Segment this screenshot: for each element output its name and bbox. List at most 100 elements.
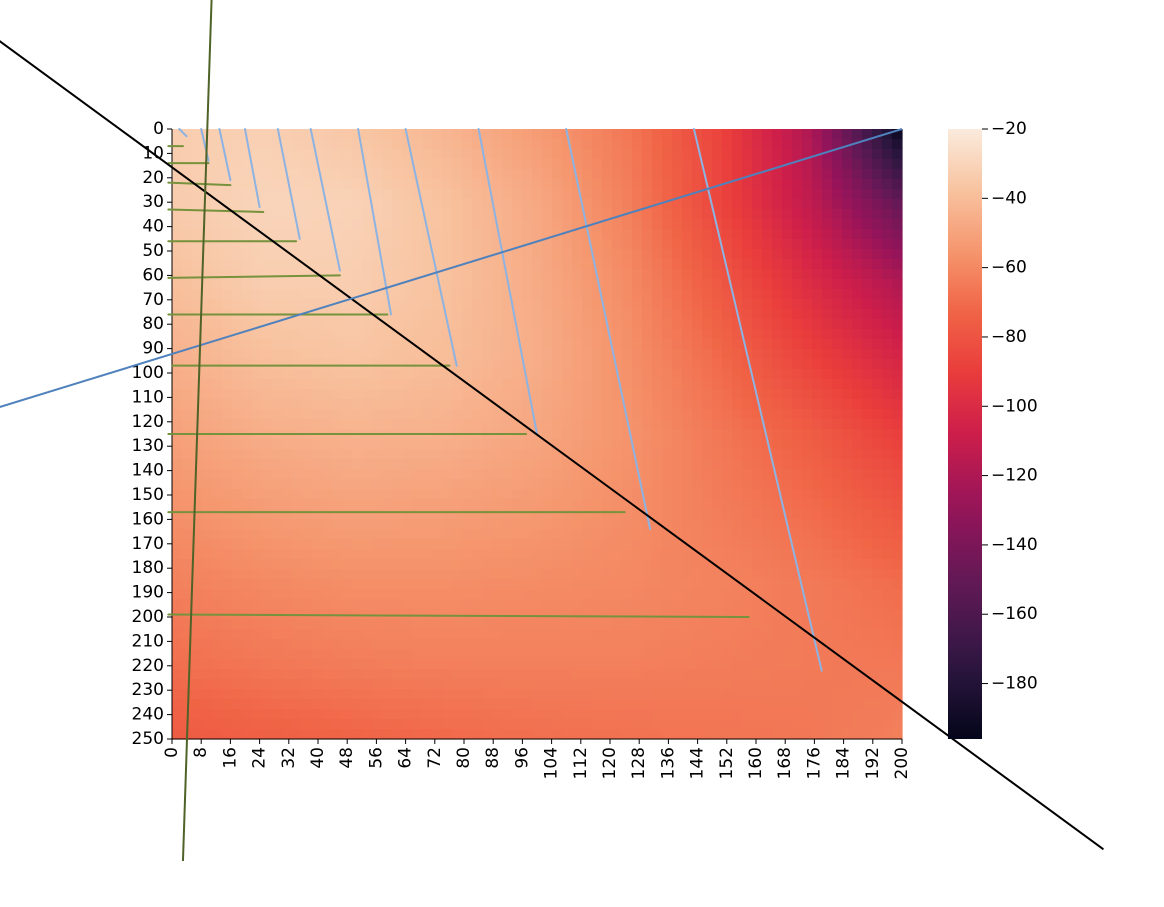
heatmap-cell <box>852 259 863 270</box>
heatmap-cell <box>732 159 743 170</box>
heatmap-cell <box>192 349 203 360</box>
heatmap-cell <box>602 129 613 140</box>
heatmap-cell <box>402 419 413 430</box>
heatmap-cell <box>872 609 883 620</box>
heatmap-cell <box>562 249 573 260</box>
heatmap-cell <box>332 419 343 430</box>
heatmap-cell <box>342 649 353 660</box>
heatmap-cell <box>292 729 303 740</box>
heatmap-cell <box>282 479 293 490</box>
heatmap-cell <box>462 629 473 640</box>
heatmap-cell <box>652 609 663 620</box>
heatmap-cell <box>752 379 763 390</box>
heatmap-cell <box>252 679 263 690</box>
heatmap-cell <box>842 429 853 440</box>
heatmap-cell <box>442 379 453 390</box>
heatmap-cell <box>372 259 383 270</box>
heatmap-cell <box>682 669 693 680</box>
heatmap-cell <box>632 569 643 580</box>
heatmap-cell <box>412 189 423 200</box>
heatmap-cell <box>662 369 673 380</box>
heatmap-cell <box>662 419 673 430</box>
heatmap-cell <box>792 209 803 220</box>
heatmap-cell <box>712 659 723 670</box>
heatmap-cell <box>832 289 843 300</box>
heatmap-cell <box>862 639 873 650</box>
heatmap-cell <box>502 149 513 160</box>
heatmap-cell <box>222 689 233 700</box>
heatmap-cell <box>382 279 393 290</box>
heatmap-cell <box>392 729 403 740</box>
heatmap-cell <box>772 629 783 640</box>
heatmap-cell <box>252 319 263 330</box>
heatmap-cell <box>552 409 563 420</box>
heatmap-cell <box>382 579 393 590</box>
heatmap-cell <box>542 149 553 160</box>
heatmap-cell <box>232 289 243 300</box>
heatmap-cell <box>182 399 193 410</box>
heatmap-cell <box>652 299 663 310</box>
y-tick-label: 40 <box>142 217 164 237</box>
heatmap-cell <box>252 569 263 580</box>
heatmap-cell <box>672 309 683 320</box>
heatmap-cell <box>342 229 353 240</box>
heatmap-cell <box>482 159 493 170</box>
heatmap-cell <box>392 389 403 400</box>
heatmap-cell <box>722 469 733 480</box>
heatmap-cell <box>612 229 623 240</box>
heatmap-cell <box>522 199 533 210</box>
heatmap-cell <box>642 179 653 190</box>
heatmap-cell <box>812 719 823 730</box>
heatmap-cell <box>832 729 843 740</box>
heatmap-cell <box>562 459 573 470</box>
heatmap-cell <box>732 519 743 530</box>
heatmap-cell <box>672 139 683 150</box>
heatmap-cell <box>452 159 463 170</box>
heatmap-cell <box>852 579 863 590</box>
heatmap-cell <box>532 199 543 210</box>
heatmap-cell <box>892 569 903 580</box>
heatmap-cell <box>222 639 233 650</box>
heatmap-cell <box>372 139 383 150</box>
heatmap-cell <box>332 639 343 650</box>
heatmap-cell <box>502 259 513 270</box>
heatmap-cell <box>302 349 313 360</box>
heatmap-cell <box>262 549 273 560</box>
heatmap-cell <box>752 129 763 140</box>
heatmap-cell <box>862 249 873 260</box>
heatmap-cell <box>732 209 743 220</box>
heatmap-cell <box>782 449 793 460</box>
heatmap-cell <box>222 679 233 690</box>
heatmap-cell <box>282 159 293 170</box>
heatmap-cell <box>682 699 693 710</box>
heatmap-cell <box>422 219 433 230</box>
heatmap-cell <box>672 169 683 180</box>
heatmap-cell <box>232 639 243 650</box>
heatmap-cell <box>492 459 503 470</box>
heatmap-cell <box>632 319 643 330</box>
heatmap-cell <box>392 269 403 280</box>
heatmap-cell <box>662 519 673 530</box>
heatmap-cell <box>272 529 283 540</box>
heatmap-cell <box>802 299 813 310</box>
heatmap-cell <box>442 679 453 690</box>
heatmap-cell <box>782 559 793 570</box>
heatmap-cell <box>222 279 233 290</box>
heatmap-cell <box>852 459 863 470</box>
heatmap-cell <box>542 659 553 670</box>
heatmap-cell <box>412 309 423 320</box>
heatmap-cell <box>652 629 663 640</box>
heatmap-cell <box>372 629 383 640</box>
heatmap-cell <box>742 709 753 720</box>
heatmap-cell <box>452 419 463 430</box>
heatmap-cell <box>272 279 283 290</box>
heatmap-cell <box>452 509 463 520</box>
heatmap-cell <box>352 139 363 150</box>
heatmap-cell <box>642 489 653 500</box>
heatmap-cell <box>352 239 363 250</box>
heatmap-cell <box>492 289 503 300</box>
heatmap-cell <box>892 519 903 530</box>
heatmap-cell <box>612 309 623 320</box>
heatmap-cell <box>672 499 683 510</box>
heatmap-cell <box>512 349 523 360</box>
